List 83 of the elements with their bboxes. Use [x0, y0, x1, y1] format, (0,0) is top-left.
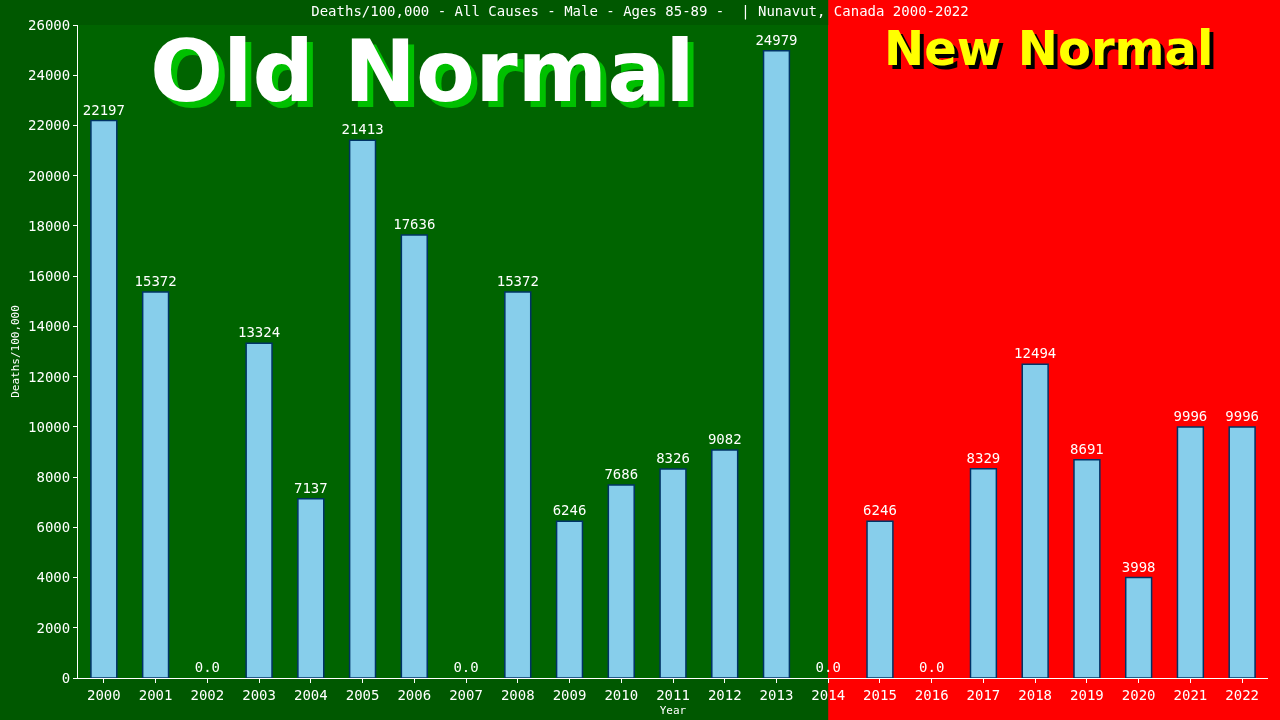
- y-tick-label: 0: [61, 669, 71, 686]
- y-tick-label: 8000: [36, 468, 71, 485]
- y-tick-label: 26000: [28, 16, 71, 33]
- y-tick-label: 20000: [28, 167, 71, 184]
- x-tick-label: 2004: [293, 686, 328, 703]
- y-axis-title: Deaths/100,000: [8, 305, 22, 398]
- x-tick-label: 2013: [759, 686, 794, 703]
- y-tick-label: 4000: [36, 569, 71, 586]
- x-tick-label: 2020: [1121, 686, 1156, 703]
- y-tick-label: 14000: [28, 318, 71, 335]
- x-tick-label: 2007: [449, 686, 483, 703]
- bar: [1228, 426, 1256, 678]
- bar: [711, 449, 739, 678]
- bar: [607, 484, 635, 678]
- data-label: 7686: [604, 465, 639, 482]
- data-label: 0.0: [453, 659, 479, 675]
- x-tick-label: 2001: [138, 686, 173, 703]
- data-label: 0.0: [919, 659, 945, 675]
- x-axis-title: Year: [659, 704, 687, 717]
- bar: [400, 234, 428, 678]
- data-label: 0.0: [194, 659, 220, 675]
- bar: [762, 49, 791, 678]
- bar: [1073, 458, 1101, 678]
- y-tick-label: 2000: [36, 619, 71, 636]
- data-label: 6246: [863, 502, 897, 519]
- data-label: 22197: [82, 101, 125, 118]
- y-tick-label: 18000: [28, 217, 71, 234]
- x-tick-label: 2021: [1173, 686, 1208, 703]
- x-tick-label: 2018: [1018, 686, 1053, 703]
- bar: [141, 291, 170, 678]
- band-label: Old Normal: [150, 21, 695, 121]
- bar: [1176, 426, 1205, 678]
- data-label: 17636: [393, 216, 436, 233]
- x-tick-label: 2002: [190, 686, 225, 703]
- data-label: 9996: [1225, 407, 1259, 424]
- data-label: 0.0: [815, 659, 841, 675]
- y-tick-label: 12000: [28, 368, 71, 385]
- x-tick-label: 2012: [707, 686, 742, 703]
- chart-title: Deaths/100,000 - All Causes - Male - Ages 85-89 - | Nunavut, Canada 2000-2022: [311, 2, 969, 20]
- x-tick-label: 2016: [914, 686, 949, 703]
- bar: [1124, 576, 1153, 678]
- data-label: 8691: [1070, 440, 1104, 457]
- x-tick-label: 2005: [345, 686, 380, 703]
- data-label: 6246: [552, 502, 587, 519]
- y-tick-label: 24000: [28, 67, 71, 84]
- data-label: 8326: [656, 449, 690, 466]
- x-tick-label: 2017: [966, 686, 1001, 703]
- x-tick-label: 2003: [242, 686, 276, 703]
- data-label: 13324: [238, 324, 281, 341]
- bar: [659, 468, 687, 678]
- x-tick-label: 2009: [552, 686, 587, 703]
- x-tick-label: 2019: [1070, 686, 1104, 703]
- bar: [969, 468, 998, 678]
- bar: [297, 498, 325, 678]
- band-label: New Normal: [884, 20, 1214, 76]
- data-label: 15372: [496, 272, 539, 289]
- x-tick-label: 2011: [656, 686, 690, 703]
- bar: [504, 291, 532, 678]
- data-label: 24979: [755, 31, 798, 48]
- x-tick-label: 2015: [863, 686, 897, 703]
- data-label: 9996: [1173, 407, 1208, 424]
- y-tick-label: 16000: [28, 268, 71, 285]
- y-tick-label: 22000: [28, 117, 71, 134]
- x-tick-label: 2010: [604, 686, 639, 703]
- data-label: 3998: [1121, 558, 1156, 575]
- x-tick-label: 2006: [397, 686, 432, 703]
- bar: [1021, 363, 1049, 678]
- y-tick-label: 6000: [36, 519, 71, 536]
- bar: [348, 139, 377, 678]
- data-label: 9082: [707, 430, 742, 447]
- x-tick-label: 2022: [1225, 686, 1259, 703]
- bar: [866, 520, 894, 678]
- data-label: 7137: [293, 479, 328, 496]
- data-label: 15372: [134, 272, 177, 289]
- bar: [90, 119, 118, 678]
- data-label: 8329: [966, 449, 1001, 466]
- bar: [245, 342, 273, 678]
- x-tick-label: 2008: [500, 686, 535, 703]
- data-label: 12494: [1014, 345, 1057, 362]
- y-tick-label: 10000: [28, 418, 71, 435]
- bar: [555, 520, 584, 678]
- data-label: 21413: [341, 121, 384, 138]
- x-tick-label: 2000: [87, 686, 121, 703]
